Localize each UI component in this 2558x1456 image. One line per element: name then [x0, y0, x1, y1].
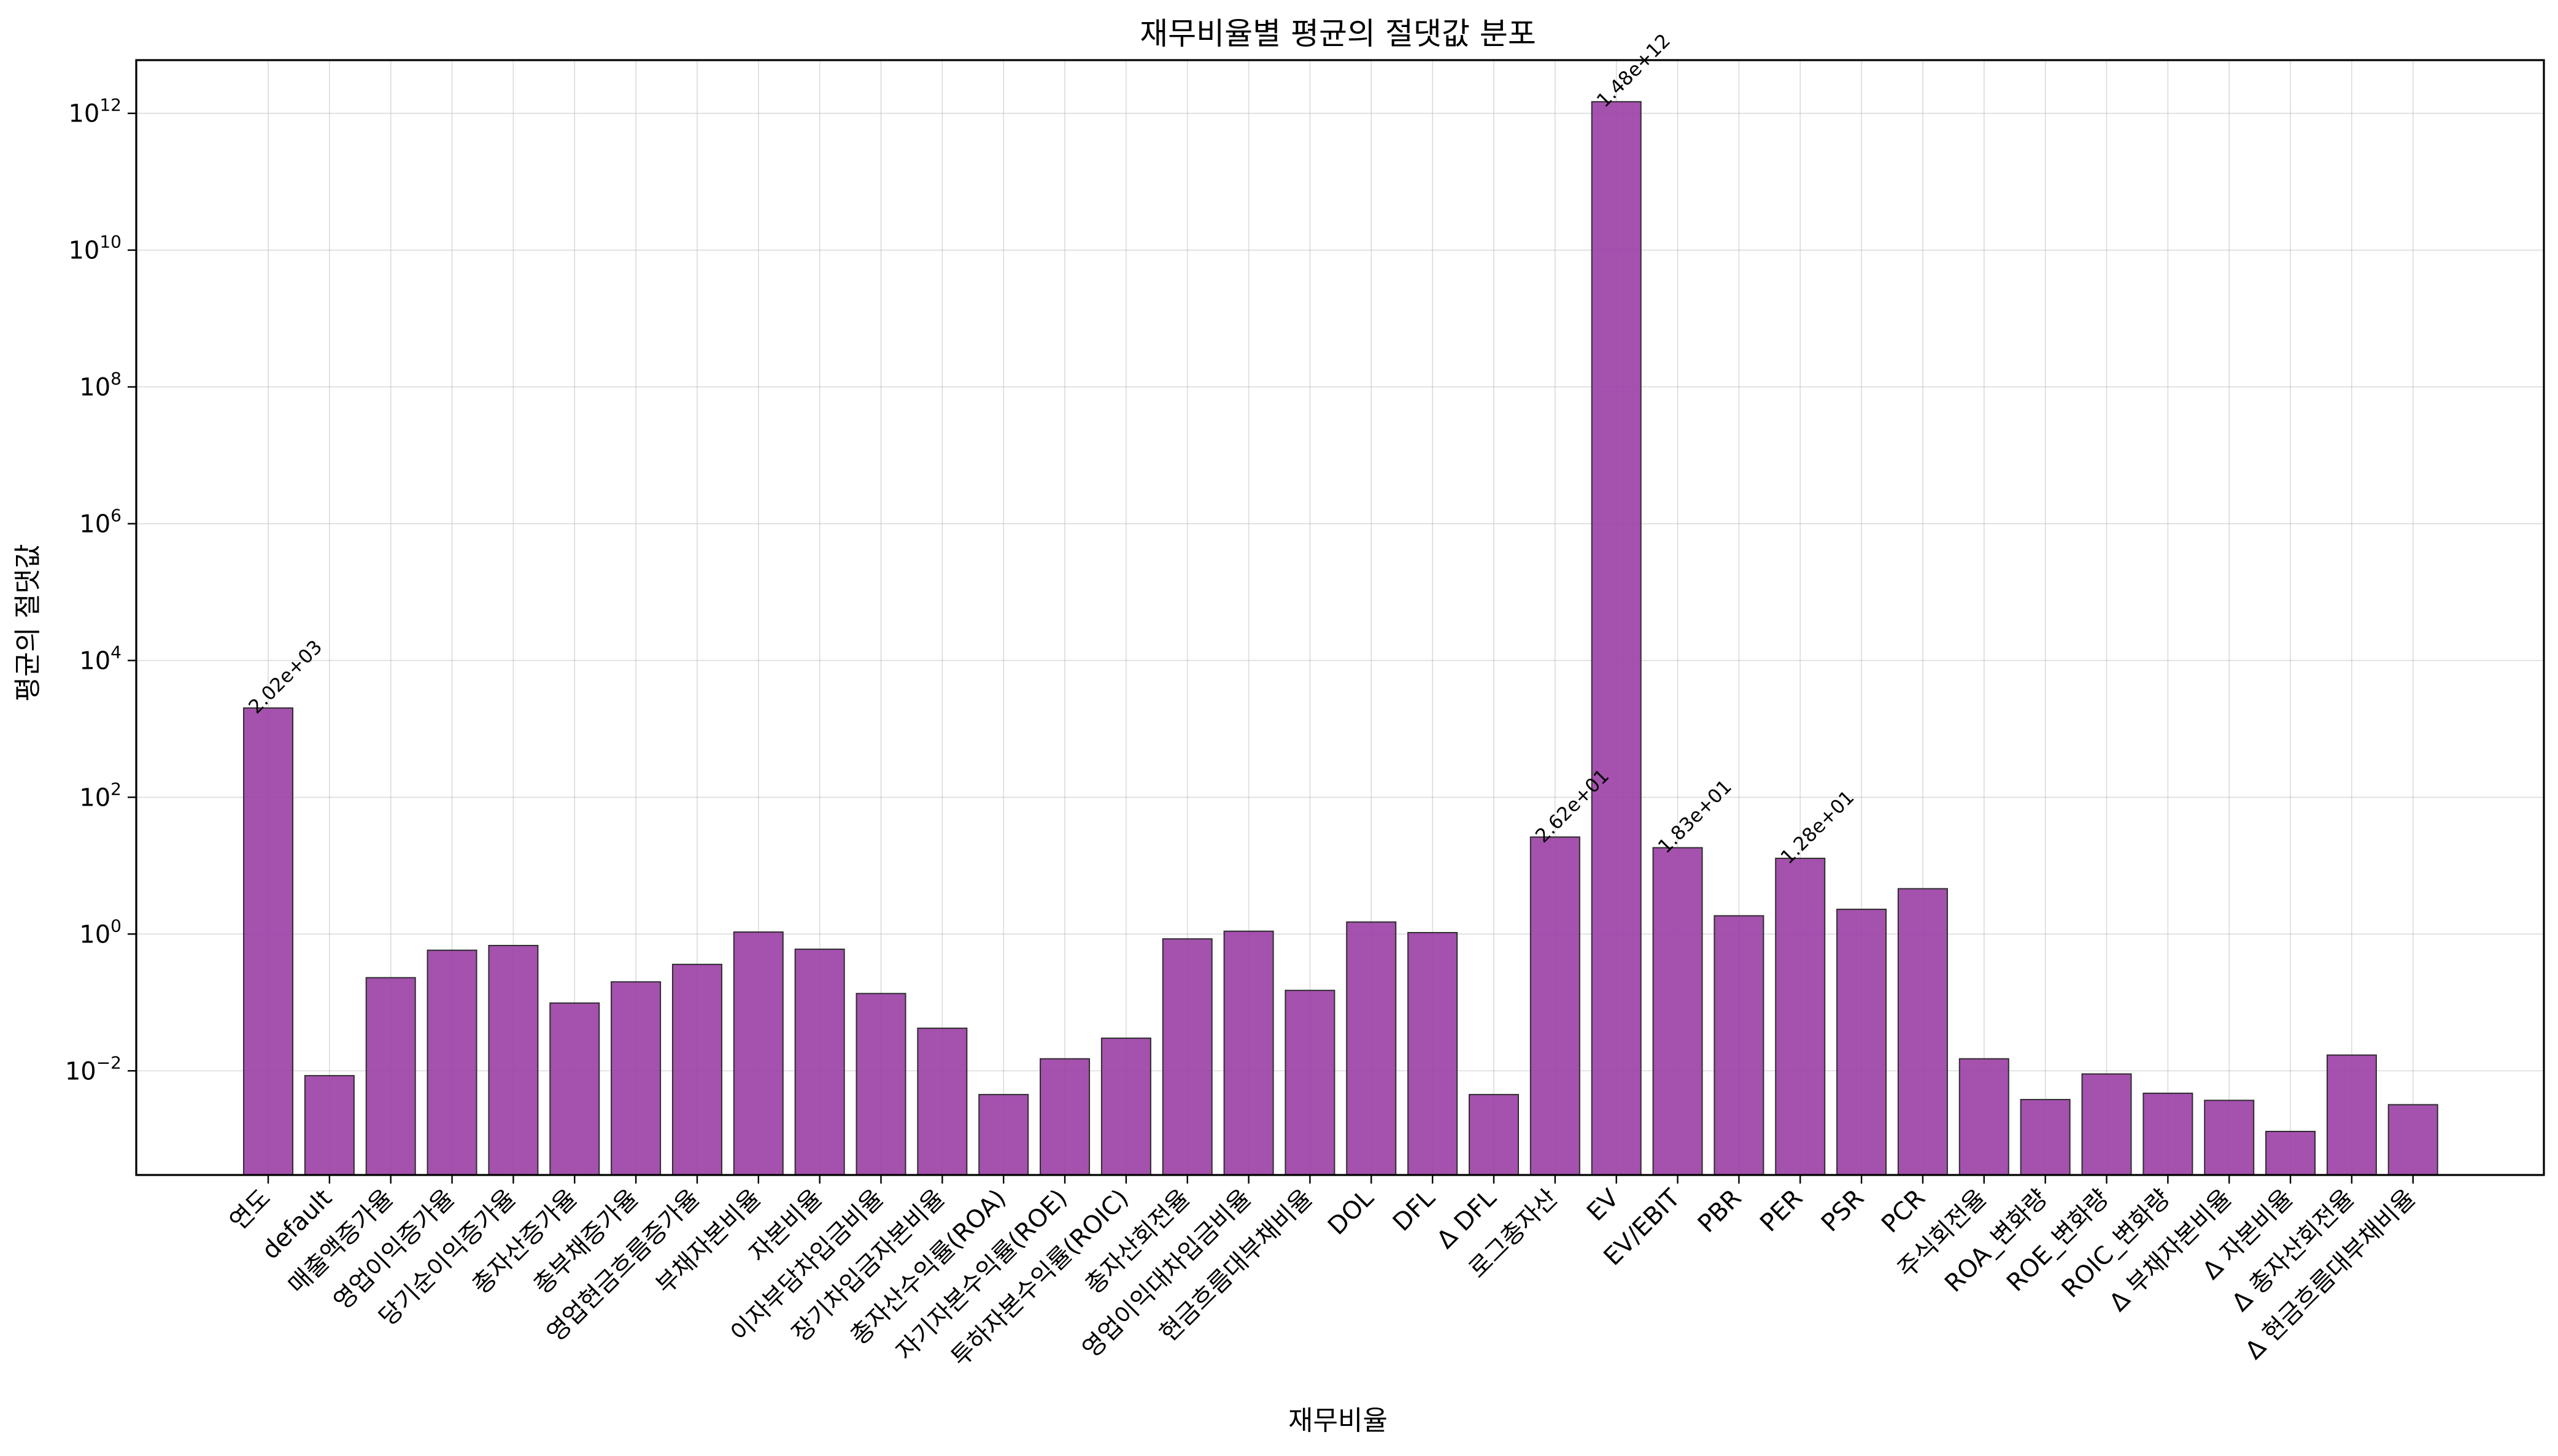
bar	[1836, 909, 1887, 1176]
bar	[243, 707, 293, 1176]
bar	[1591, 101, 1642, 1176]
bar	[1897, 888, 1948, 1176]
bar	[1162, 938, 1213, 1176]
y-tick-label: 106	[79, 506, 122, 539]
y-tick-label: 1012	[68, 95, 122, 128]
y-tick-label: 104	[79, 642, 122, 675]
bar	[1346, 921, 1397, 1176]
bar	[978, 1093, 1029, 1176]
bar	[1407, 931, 1458, 1176]
y-tick-label: 10−2	[65, 1052, 122, 1085]
bar	[1714, 915, 1764, 1176]
bar	[304, 1075, 355, 1176]
bar	[1223, 930, 1274, 1176]
bar	[2387, 1104, 2438, 1176]
bar	[1652, 847, 1703, 1176]
y-tick-label: 108	[79, 369, 122, 402]
plot-frame	[135, 59, 2545, 1176]
bar	[365, 977, 416, 1176]
bar	[1285, 990, 1335, 1176]
bar	[549, 1002, 600, 1176]
bar	[1775, 857, 1826, 1176]
y-axis-label: 평균의 절댓값	[12, 544, 44, 702]
bar	[488, 944, 539, 1176]
bar	[1469, 1093, 1519, 1176]
chart-title: 재무비율별 평균의 절댓값 분포	[1140, 16, 1536, 52]
bar	[671, 963, 722, 1176]
bar	[2081, 1073, 2132, 1176]
bar	[1100, 1038, 1151, 1176]
bar	[2265, 1131, 2316, 1176]
bar	[2326, 1054, 2377, 1176]
bar	[733, 931, 784, 1176]
y-axis-ticks: 10−2 100 102 104 106 108 1010 1012	[65, 95, 136, 1085]
y-tick-label: 100	[79, 915, 122, 949]
bar	[2143, 1092, 2193, 1176]
x-axis-label: 재무비율	[1288, 1405, 1388, 1436]
bar	[856, 993, 906, 1176]
bar	[2204, 1100, 2255, 1176]
y-tick-label: 102	[79, 779, 122, 812]
bar	[1529, 836, 1580, 1176]
bar	[1040, 1058, 1091, 1176]
bar	[794, 949, 845, 1176]
bar	[917, 1027, 968, 1176]
bar	[611, 981, 662, 1176]
bar	[1958, 1058, 2009, 1176]
y-tick-label: 1010	[68, 232, 122, 265]
bar	[427, 949, 477, 1176]
bar	[2020, 1099, 2071, 1176]
